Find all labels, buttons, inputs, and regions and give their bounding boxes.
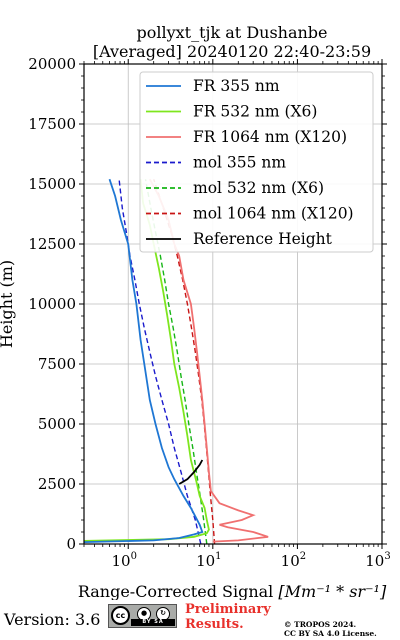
cc-license-badge: cc ● ↻ BY SA: [108, 604, 177, 628]
y-tick-label: 10000: [28, 295, 76, 313]
series-line-fr-1064-nm-x120: [149, 178, 269, 543]
series-line-mol-532-nm-x6: [144, 179, 208, 545]
legend-label: FR 355 nm: [193, 77, 280, 95]
x-axis-label: Range-Corrected Signal [Mm⁻¹ * sr⁻¹]: [78, 582, 387, 600]
legend: FR 355 nm FR 532 nm (X6) FR 1064 nm (X120)…: [139, 71, 374, 253]
legend-label: mol 1064 nm (X120): [193, 205, 354, 223]
series-line-reference-height: [178, 459, 204, 485]
series-line-fr-532-nm-x6: [83, 179, 210, 542]
y-tick-label: 12500: [28, 235, 76, 253]
cc-icon: cc: [111, 606, 130, 625]
y-tick-label: 20000: [28, 55, 76, 73]
y-tick-label: 0: [66, 535, 76, 553]
y-tick-label: 2500: [38, 475, 76, 493]
chart-title: pollyxt_tjk at Dushanbe: [136, 23, 327, 42]
version-label: Version: 3.6: [4, 610, 101, 629]
legend-label: FR 1064 nm (X120): [193, 128, 347, 146]
x-tick-label: 103: [365, 551, 390, 570]
legend-label: mol 532 nm (X6): [193, 179, 324, 197]
chart-subtitle: [Averaged] 20240120 22:40-23:59: [93, 42, 371, 61]
legend-label: FR 532 nm (X6): [193, 103, 317, 121]
plot-series: [83, 178, 269, 545]
y-tick-label: 15000: [28, 175, 76, 193]
y-axis-label: Height (m): [0, 260, 16, 348]
legend-label: mol 355 nm: [193, 154, 286, 172]
series-line-fr-355-nm: [83, 178, 204, 543]
preliminary-notice: Preliminary Results.: [185, 602, 271, 632]
chart-svg: 0 2500 5000 7500 10000 12500 15000 17500 20000 10…: [0, 23, 391, 600]
y-tick-label: 5000: [38, 415, 76, 433]
y-tick-label: 7500: [38, 355, 76, 373]
copyright-notice: © TROPOS 2024. CC BY SA 4.0 License.: [284, 620, 377, 638]
x-tick-label: 102: [281, 551, 306, 570]
x-tick-label: 101: [196, 551, 221, 570]
legend-label: Reference Height: [193, 230, 333, 248]
sa-share-alike-icon: ↻: [156, 607, 170, 621]
license-badge-bar: BY SA: [131, 619, 175, 626]
x-tick-label: 100: [111, 551, 136, 570]
y-tick-label: 17500: [28, 115, 76, 133]
